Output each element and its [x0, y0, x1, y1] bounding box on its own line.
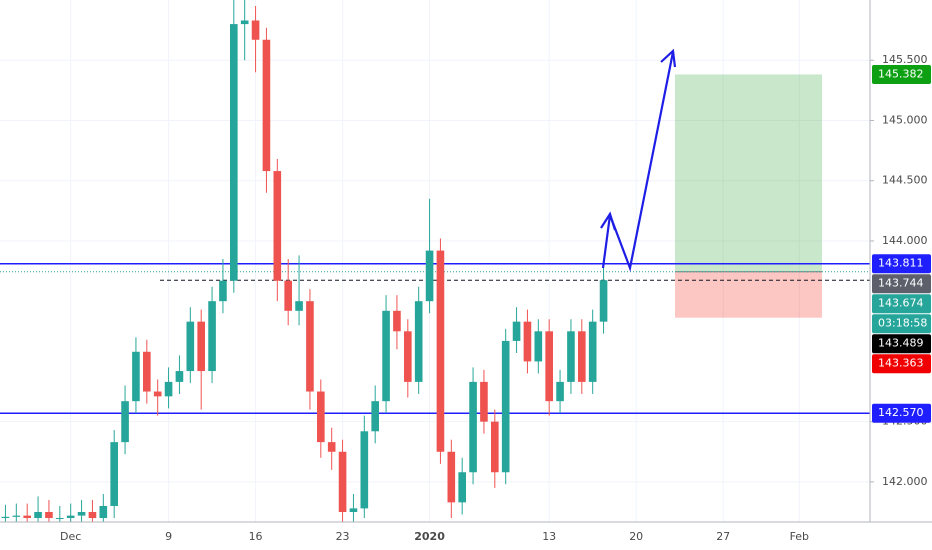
candle-body [121, 401, 129, 443]
candle-body [480, 381, 488, 422]
candle-body [251, 20, 260, 40]
candle-body [77, 512, 86, 516]
candle-body [143, 351, 151, 392]
arrow-path [601, 51, 675, 272]
price-label-box [872, 64, 931, 84]
x-tick-label: 27 [716, 530, 730, 543]
candle-body [208, 301, 216, 372]
y-tick-label: 145.500 [882, 53, 928, 66]
candle-body [534, 331, 543, 362]
candle-body [197, 321, 205, 372]
overlays [0, 74, 870, 414]
x-tick-label: 9 [165, 530, 172, 543]
price-label-box [872, 314, 931, 334]
arrow-head [660, 48, 677, 68]
candle-body [447, 451, 456, 503]
x-tick-label: 23 [336, 530, 350, 543]
y-tick-label: 144.000 [882, 234, 928, 247]
price-label-box [872, 354, 931, 374]
candle-body [404, 331, 412, 382]
price-label: 143.744 [878, 277, 924, 290]
y-tick-label: 145.000 [882, 113, 928, 126]
candle-body [371, 401, 379, 432]
candle-body [306, 301, 314, 392]
price-label: 143.674 [878, 297, 924, 310]
candle-body [12, 515, 21, 517]
candle-body [230, 24, 238, 281]
x-tick-label: Feb [790, 530, 809, 543]
candle-body [414, 301, 423, 382]
candle-body [175, 371, 184, 382]
candle-body [501, 340, 510, 473]
candle-body [349, 508, 358, 513]
candle-body [1, 516, 10, 519]
candle-body [273, 171, 282, 281]
candle-body [219, 280, 227, 302]
price-label-box [872, 274, 931, 294]
candle-body [88, 512, 97, 519]
price-label-box [872, 403, 931, 423]
candle-body [164, 381, 173, 397]
x-tick-label: 13 [542, 530, 556, 543]
candle-body [23, 515, 31, 519]
price-label: 143.363 [878, 357, 924, 370]
candle-body [153, 391, 162, 397]
candle-body [66, 515, 75, 519]
candle-body [469, 381, 477, 473]
price-label: 142.570 [878, 406, 924, 419]
price-label: 143.811 [878, 257, 924, 270]
price-label-box [872, 254, 931, 274]
candle-body [240, 20, 249, 25]
candle-body [295, 301, 303, 311]
candle-body [110, 442, 118, 506]
candle-body [425, 250, 434, 302]
candle-body [262, 39, 271, 172]
candle-body [436, 250, 445, 452]
price-label-box [872, 294, 931, 314]
price-label: 143.489 [878, 337, 924, 350]
y-tick-label: 144.500 [882, 174, 928, 187]
y-tick-label: 142.000 [882, 475, 928, 488]
price-label: 03:18:58 [878, 317, 927, 330]
price-label-box [872, 334, 931, 354]
candle-body [393, 310, 401, 332]
target-zone [675, 74, 822, 272]
candle-body [523, 321, 532, 362]
price-label: 145.382 [878, 67, 924, 80]
x-tick-label: 20 [629, 530, 643, 543]
candle-body [545, 331, 553, 402]
x-tick-label: 16 [249, 530, 263, 543]
candle-body [132, 351, 140, 402]
candle-body [578, 331, 586, 382]
candle-body [186, 321, 195, 372]
candle-body [556, 381, 564, 402]
candle-body [45, 512, 53, 519]
forecast-arrow [600, 48, 677, 272]
x-tick-label: 2020 [414, 530, 445, 543]
candle-body [512, 321, 521, 341]
x-tick-label: Dec [60, 530, 81, 543]
candle-body [458, 472, 466, 503]
candle-body [327, 442, 336, 452]
candle-body [99, 505, 108, 519]
candle-body [338, 451, 347, 513]
candle-body [56, 518, 64, 520]
candle-body [382, 310, 390, 402]
axis: 142.000142.500144.000144.500145.000145.5… [60, 53, 931, 543]
candles [1, 0, 608, 522]
candle-body [599, 280, 608, 322]
candle-body [34, 512, 42, 519]
stop-zone [675, 271, 822, 318]
grid [0, 0, 870, 522]
candle-body [317, 391, 325, 443]
candle-body [284, 280, 292, 311]
candle-body [567, 331, 575, 382]
candle-body [588, 321, 597, 382]
candle-body [360, 431, 369, 509]
candle-body [491, 421, 499, 473]
arrow-head [600, 211, 617, 231]
